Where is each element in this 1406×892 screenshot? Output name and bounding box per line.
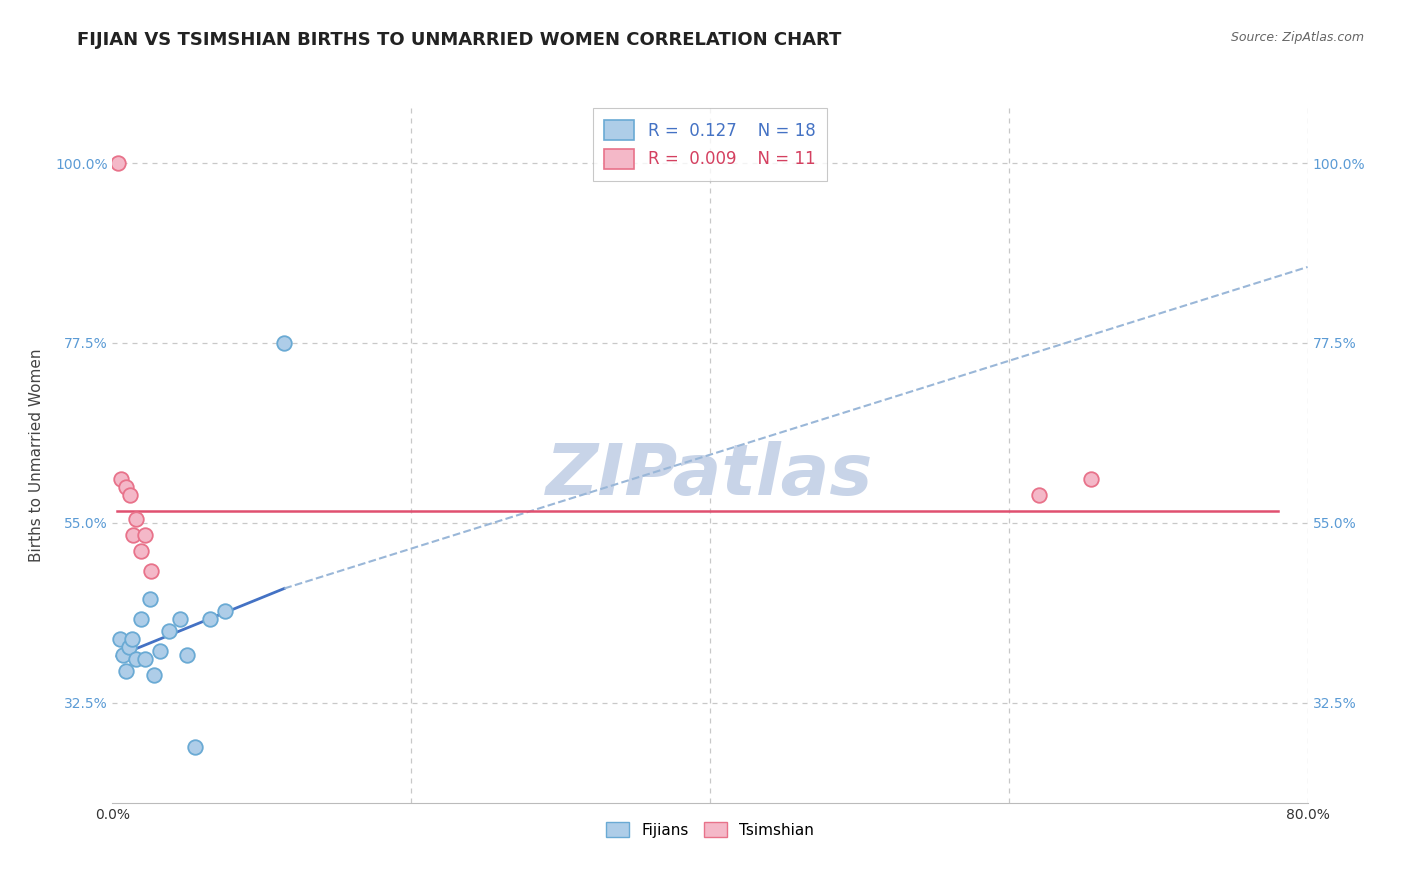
- Point: [141, 564, 163, 578]
- Point: [125, 512, 148, 526]
- Point: [1080, 472, 1102, 486]
- Point: [107, 156, 129, 170]
- Point: [149, 644, 172, 658]
- Point: [122, 528, 145, 542]
- Point: [115, 480, 138, 494]
- Point: [129, 544, 152, 558]
- Y-axis label: Births to Unmarried Women: Births to Unmarried Women: [30, 348, 44, 562]
- Point: [183, 739, 205, 754]
- Point: [176, 648, 198, 662]
- Point: [108, 632, 131, 646]
- Point: [198, 612, 221, 626]
- Text: Source: ZipAtlas.com: Source: ZipAtlas.com: [1230, 31, 1364, 45]
- Point: [129, 612, 152, 626]
- Point: [111, 648, 134, 662]
- Point: [1028, 488, 1050, 502]
- Legend: Fijians, Tsimshian: Fijians, Tsimshian: [600, 815, 820, 844]
- Point: [118, 640, 141, 654]
- Point: [143, 668, 166, 682]
- Point: [115, 664, 138, 678]
- Text: FIJIAN VS TSIMSHIAN BIRTHS TO UNMARRIED WOMEN CORRELATION CHART: FIJIAN VS TSIMSHIAN BIRTHS TO UNMARRIED …: [77, 31, 842, 49]
- Point: [134, 652, 156, 666]
- Point: [273, 335, 295, 350]
- Point: [134, 528, 156, 542]
- Point: [157, 624, 180, 638]
- Point: [120, 488, 142, 502]
- Text: ZIPatlas: ZIPatlas: [547, 442, 873, 510]
- Point: [110, 472, 132, 486]
- Point: [121, 632, 143, 646]
- Point: [169, 612, 191, 626]
- Point: [125, 652, 148, 666]
- Point: [214, 604, 236, 618]
- Point: [139, 591, 162, 606]
